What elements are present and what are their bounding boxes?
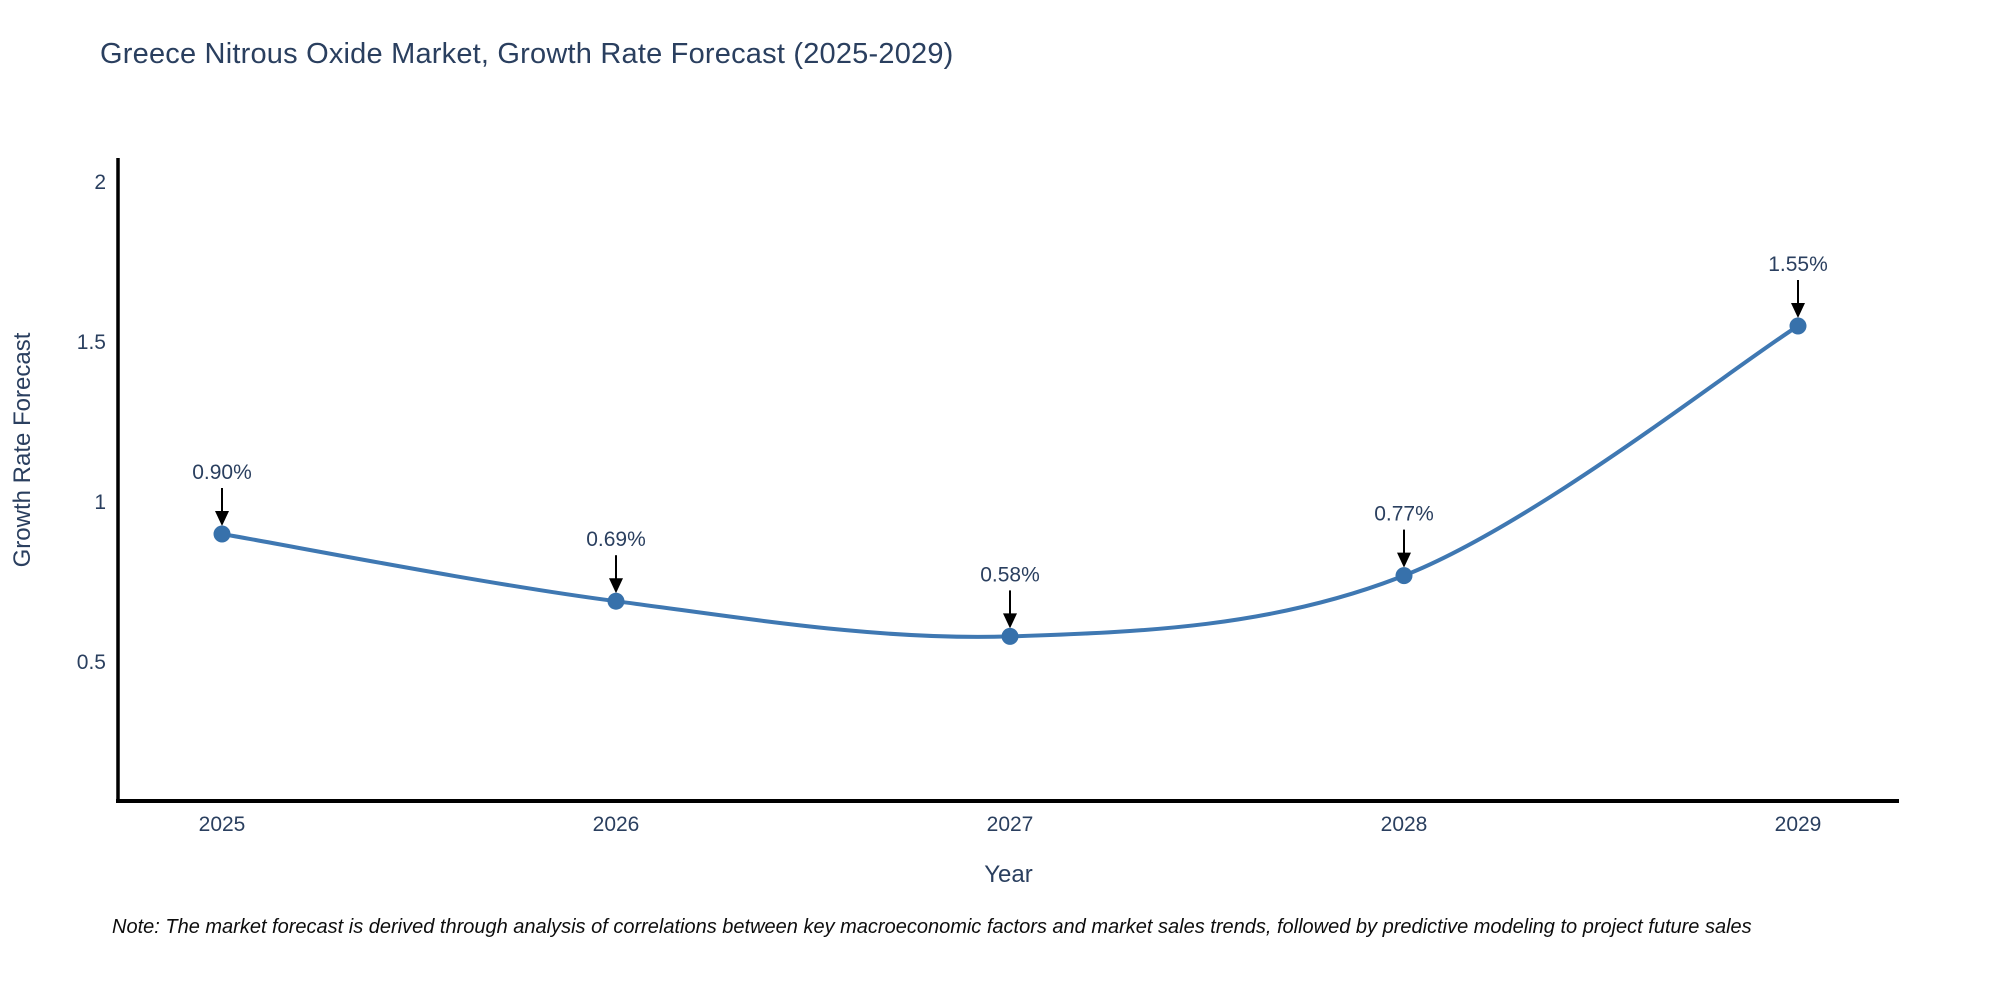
- data-point-marker: [1789, 317, 1807, 335]
- y-tick-label: 0.5: [77, 651, 106, 674]
- annotation-label: 0.58%: [980, 563, 1040, 586]
- annotation-arrow-head: [1791, 303, 1805, 318]
- y-tick-label: 1: [94, 491, 106, 514]
- footnote: Note: The market forecast is derived thr…: [112, 916, 1752, 938]
- x-tick-label: 2026: [593, 813, 640, 836]
- annotation-label: 1.55%: [1768, 253, 1828, 276]
- x-tick-label: 2027: [987, 813, 1034, 836]
- annotation-label: 0.77%: [1374, 503, 1434, 526]
- annotation-arrow-head: [1003, 613, 1017, 629]
- annotation-label: 0.69%: [586, 528, 646, 551]
- annotation-label: 0.90%: [192, 461, 252, 484]
- x-tick-label: 2029: [1775, 813, 1822, 836]
- x-tick-label: 2025: [199, 813, 246, 836]
- chart-title: Greece Nitrous Oxide Market, Growth Rate…: [100, 38, 954, 70]
- data-point-marker: [607, 592, 625, 610]
- y-axis-title: Growth Rate Forecast: [9, 332, 36, 567]
- data-point-marker: [1395, 567, 1413, 585]
- x-axis-title: Year: [984, 861, 1033, 888]
- annotation-arrow-head: [215, 511, 229, 526]
- y-tick-label: 2: [94, 171, 106, 194]
- data-point-marker: [213, 525, 231, 543]
- x-tick-label: 2028: [1381, 813, 1428, 836]
- data-point-marker: [1001, 627, 1019, 645]
- annotation-arrow-head: [609, 578, 623, 594]
- trend-line: [220, 324, 1800, 639]
- annotation-arrow-head: [1397, 552, 1411, 568]
- y-tick-label: 1.5: [77, 331, 106, 354]
